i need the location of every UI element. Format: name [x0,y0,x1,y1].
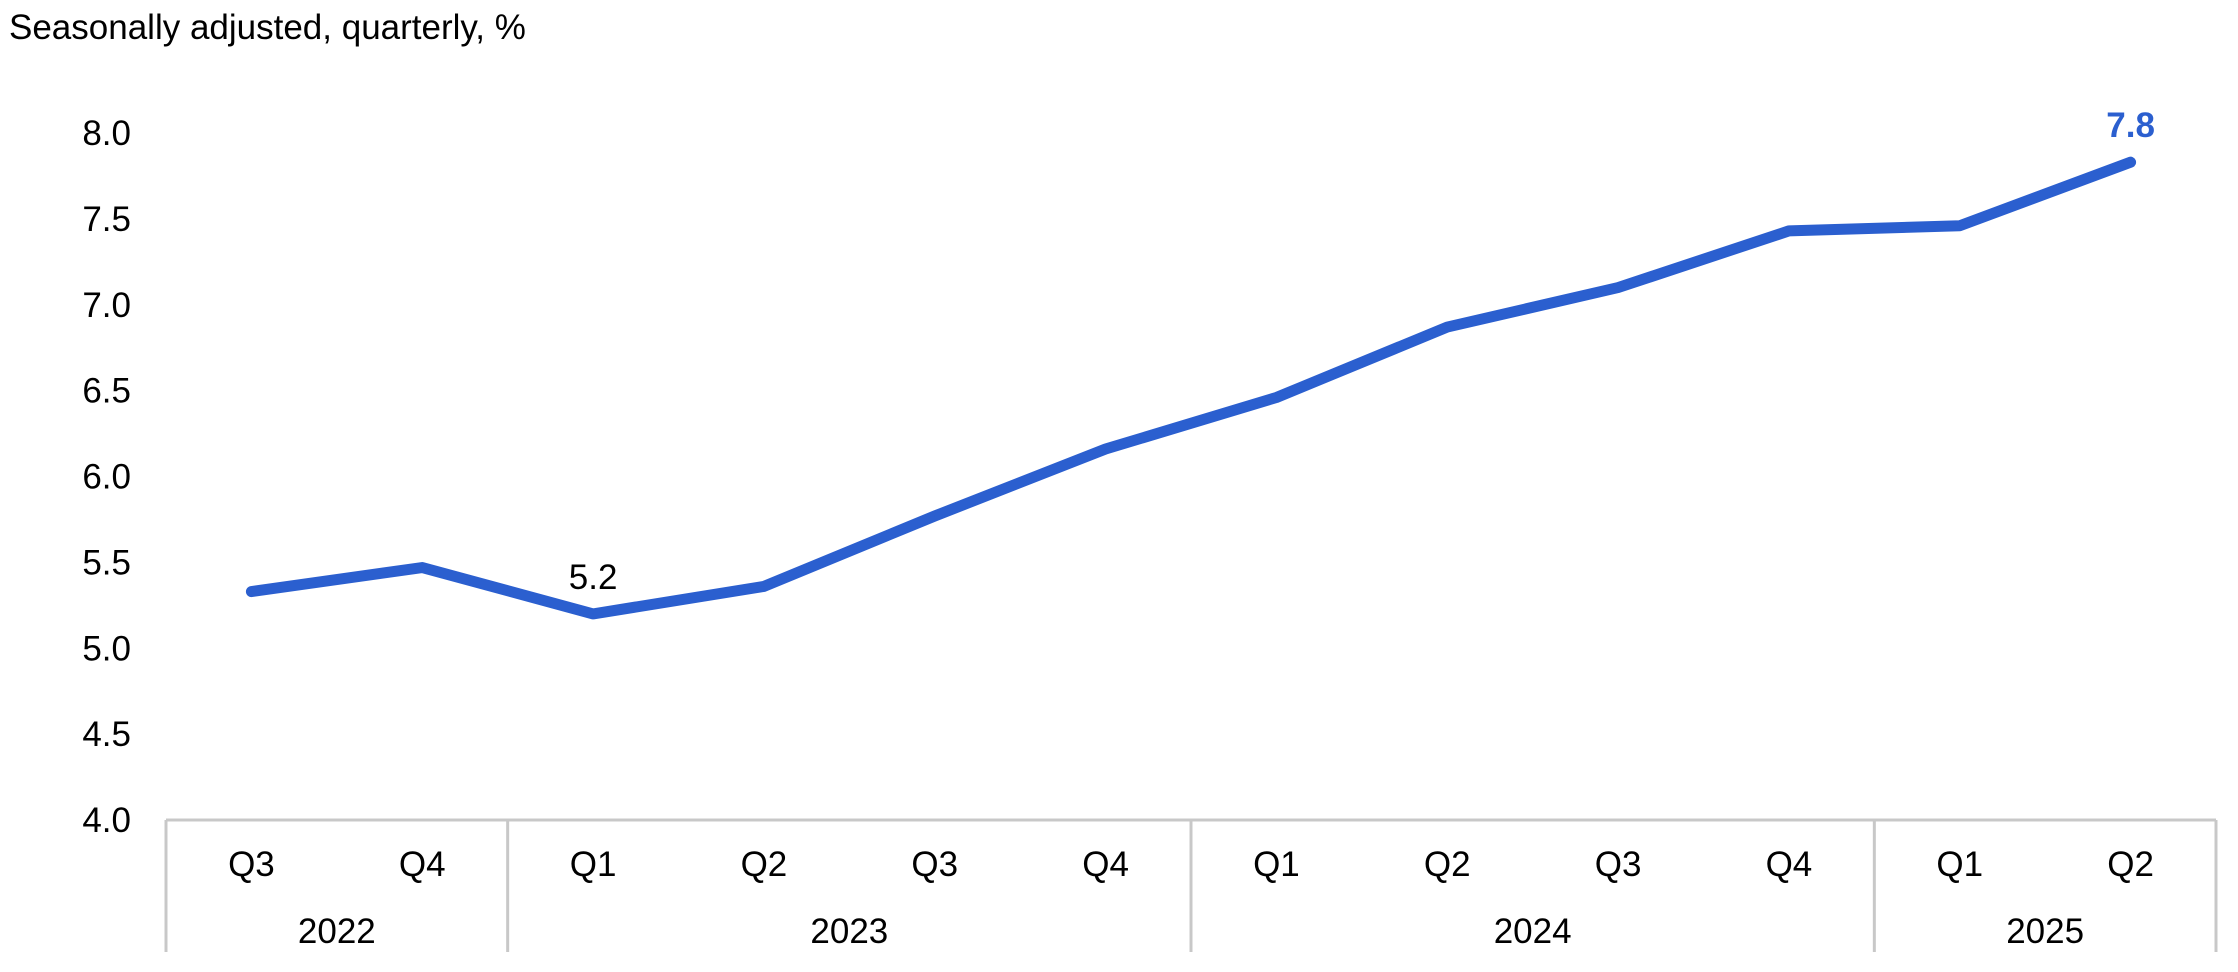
series-layer [245,156,2137,620]
data-point [1788,230,1790,232]
x-axis: Q3 Q4 Q1 Q2 Q3 Q4 Q1 Q2 Q3 Q4 Q1 Q2 2022 2023 2024 2025 [164,818,2218,952]
x-tick-label: Q1 [1253,845,1300,884]
data-point [1275,396,1277,398]
data-point [592,613,594,615]
annotation-layer: 5.2 7.8 [569,106,2155,597]
x-tick-label: Q4 [1766,845,1813,884]
x-tick-label: Q1 [570,845,617,884]
y-tick-label: 5.0 [82,629,131,668]
x-tick-label: Q3 [1595,845,1642,884]
y-axis: 4.0 4.5 5.0 5.5 6.0 6.5 7.0 7.5 8.0 [82,114,131,840]
y-tick-label: 7.0 [82,286,131,325]
data-point [421,567,423,569]
y-tick-label: 5.5 [82,543,131,582]
series-line [245,156,2137,620]
y-tick-label: 7.5 [82,200,131,239]
y-tick-label: 6.5 [82,372,131,411]
x-tick-label: Q2 [2107,845,2154,884]
data-point [934,515,936,517]
x-year-label: 2025 [2006,912,2084,951]
chart-subtitle: Seasonally adjusted, quarterly, % [9,8,526,47]
x-tick-label: Q2 [1424,845,1471,884]
x-tick-label: Q3 [911,845,958,884]
x-tick-label: Q1 [1936,845,1983,884]
data-point [1446,326,1448,328]
x-tick-label: Q2 [741,845,788,884]
y-tick-label: 6.0 [82,458,131,497]
x-year-label: 2023 [810,912,888,951]
x-tick-label: Q4 [1082,845,1129,884]
x-tick-label: Q3 [228,845,275,884]
y-tick-label: 4.0 [82,801,131,840]
data-point [250,591,252,593]
x-tick-label: Q4 [399,845,446,884]
data-label: 5.2 [569,558,618,597]
y-tick-label: 8.0 [82,114,131,153]
data-point [1959,225,1961,227]
data-point [763,585,765,587]
x-year-label: 2022 [298,912,376,951]
data-point [1617,287,1619,289]
data-point [2130,161,2132,163]
data-point [1105,448,1107,450]
x-year-label: 2024 [1494,912,1572,951]
y-tick-label: 4.5 [82,715,131,754]
data-label: 7.8 [2106,106,2155,145]
